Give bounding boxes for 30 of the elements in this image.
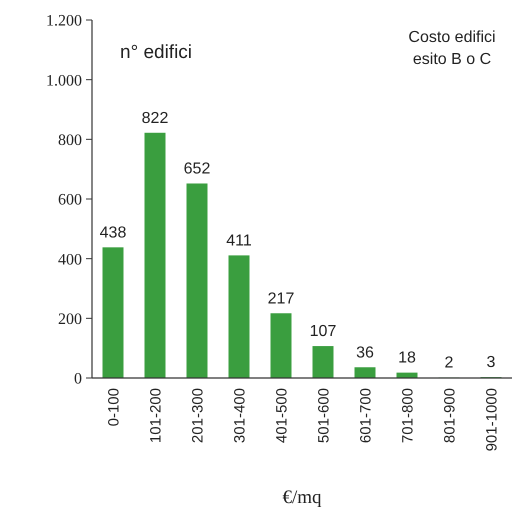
y-tick-label: 400	[58, 251, 82, 268]
y-tick-label: 1.200	[46, 12, 82, 30]
x-tick-label: 501-600	[315, 388, 332, 444]
y-tick-label: 600	[58, 192, 82, 209]
x-tick-label: 201-300	[189, 388, 206, 444]
x-tick-label: 0-100	[105, 388, 122, 426]
x-tick-label: 101-200	[147, 388, 164, 444]
data-label: 36	[356, 344, 374, 362]
data-label: 411	[226, 232, 252, 250]
x-tick-label: 701-800	[399, 388, 416, 444]
y-tick-label: 0	[74, 370, 82, 388]
y-tick-label: 800	[58, 132, 82, 149]
data-label: 107	[310, 323, 336, 340]
y-axis-title: n° edifici	[120, 42, 192, 63]
x-tick-label: 601-700	[357, 388, 374, 444]
data-label: 3	[486, 354, 496, 372]
data-label: 18	[398, 350, 416, 367]
text: Costo edifici esito B o C	[408, 29, 496, 68]
x-axis-title: €/mq	[282, 487, 322, 508]
data-label: 438	[100, 224, 126, 242]
x-tick-label: 901-1000	[483, 388, 500, 452]
y-tick-label: 200	[58, 310, 82, 328]
data-label: 652	[184, 160, 210, 178]
x-tick-label: 301-400	[231, 388, 248, 444]
data-label: 822	[142, 110, 168, 127]
data-label: 2	[444, 354, 454, 372]
x-tick-label: 401-500	[273, 388, 290, 444]
x-tick-label: 801-900	[441, 388, 458, 444]
y-tick-label: 1.000	[46, 72, 82, 90]
data-label: 217	[268, 290, 294, 308]
